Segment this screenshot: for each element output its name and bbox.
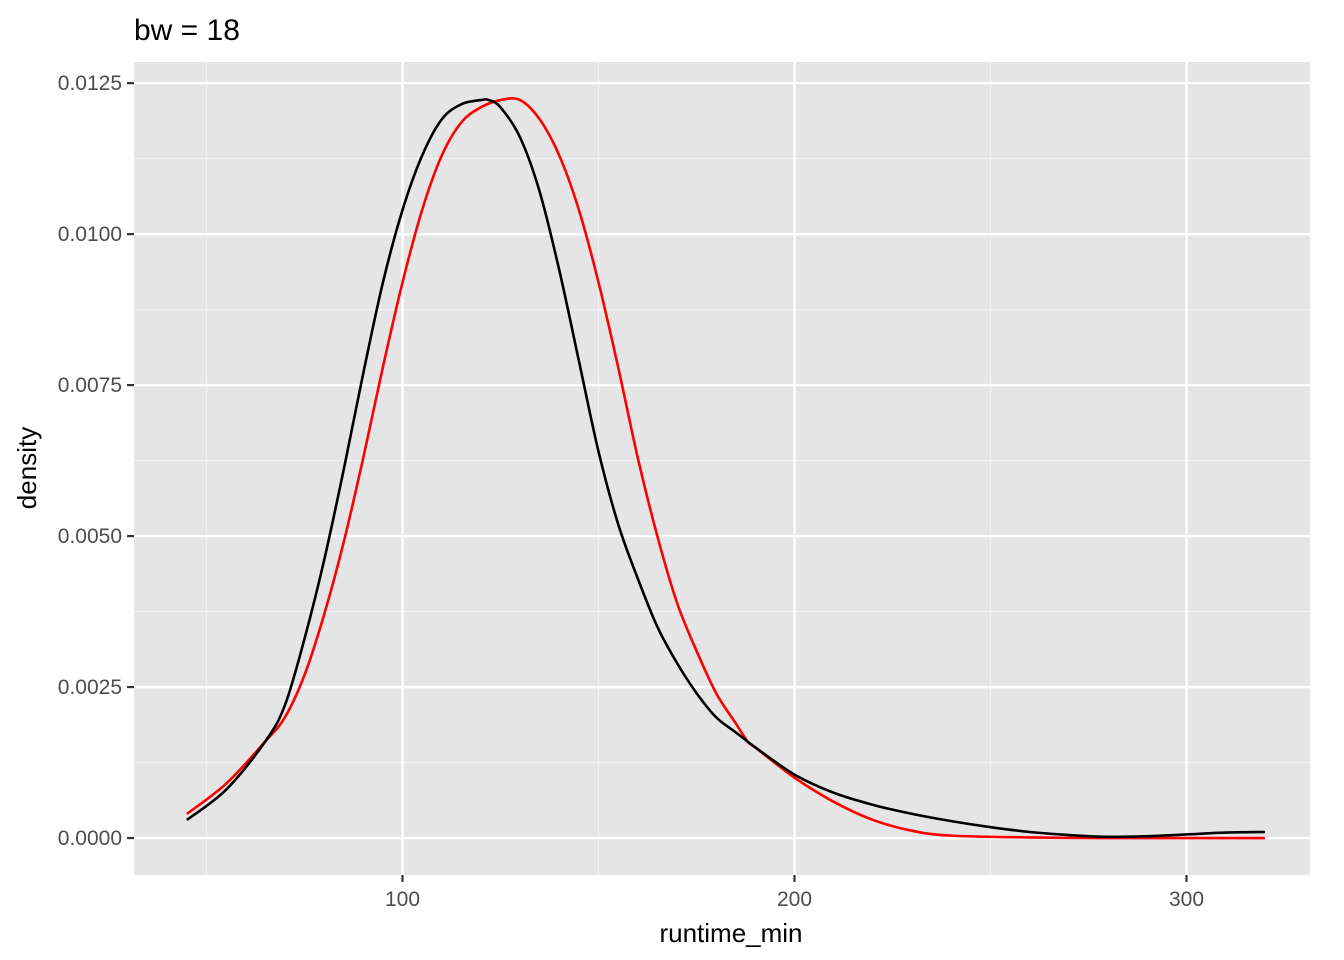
chart-title: bw = 18	[134, 14, 240, 47]
x-axis: 100 200 300	[385, 875, 1204, 911]
x-tick-label-1: 200	[777, 888, 812, 911]
series-layer	[186, 97, 1265, 840]
minor-gridlines	[134, 62, 1310, 875]
y-tick-label-4: 0.0100	[58, 223, 122, 246]
x-tick-label-2: 300	[1169, 888, 1204, 911]
y-axis: 0.0000 0.0025 0.0050 0.0075 0.0100 0.0125	[58, 72, 134, 850]
density-line-0	[186, 98, 1265, 839]
density-line-1	[186, 97, 1265, 840]
y-tick-label-3: 0.0075	[58, 374, 122, 397]
y-tick-label-1: 0.0025	[58, 676, 122, 699]
y-tick-label-5: 0.0125	[58, 72, 122, 95]
x-axis-title: runtime_min	[659, 918, 802, 948]
plot-panel	[134, 62, 1310, 875]
x-tick-label-0: 100	[385, 888, 420, 911]
y-axis-title: density	[12, 427, 42, 509]
y-tick-label-0: 0.0000	[58, 827, 122, 850]
y-tick-label-2: 0.0050	[58, 525, 122, 548]
